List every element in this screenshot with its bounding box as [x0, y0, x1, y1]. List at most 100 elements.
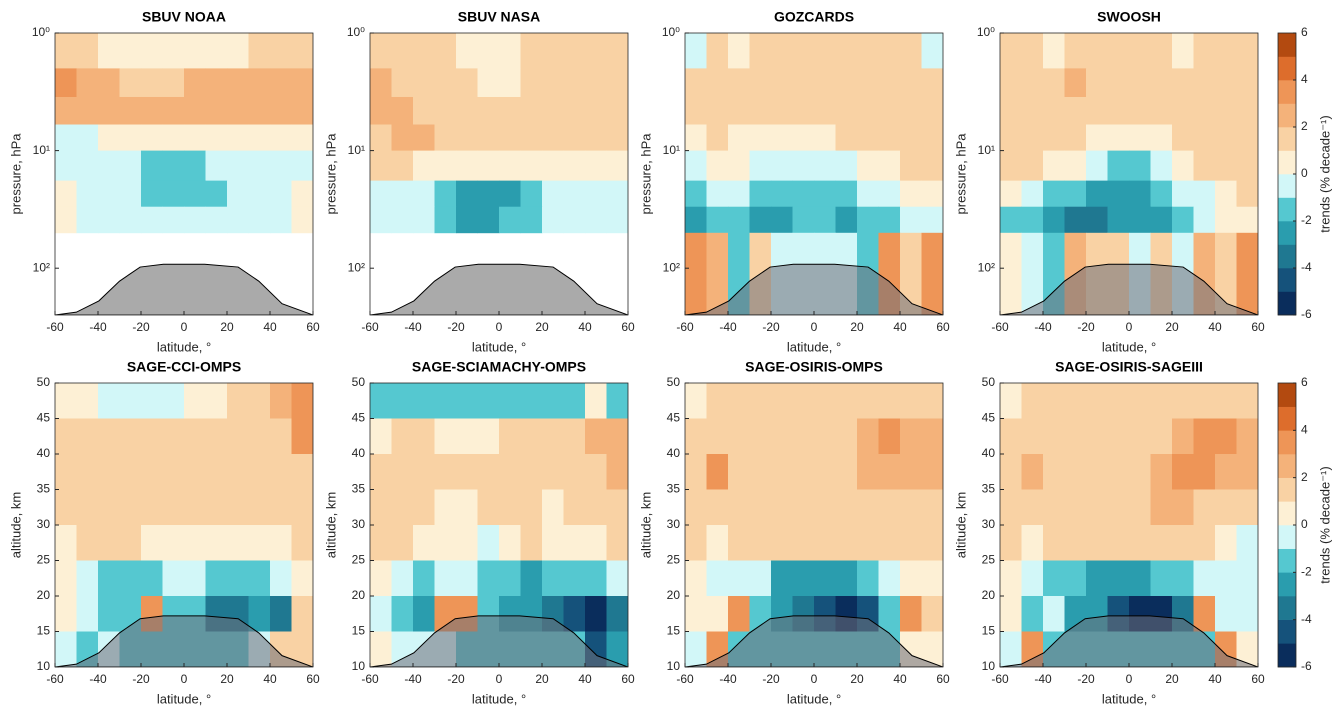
- y-tick-label: 30: [352, 517, 366, 531]
- cell: [585, 560, 607, 597]
- cell: [520, 124, 543, 152]
- cell: [184, 96, 206, 125]
- plot-area: [1000, 383, 1258, 667]
- cell: [878, 124, 901, 152]
- cell: [792, 150, 815, 182]
- cell: [900, 180, 922, 208]
- cell: [1107, 525, 1130, 561]
- cell: [55, 68, 77, 98]
- cell: [857, 150, 879, 182]
- cell: [1064, 33, 1087, 69]
- cell: [814, 150, 836, 182]
- x-axis-label: latitude, °: [787, 691, 841, 706]
- cell: [55, 383, 77, 419]
- cell: [434, 150, 457, 182]
- cell: [205, 68, 228, 98]
- cell: [814, 180, 836, 208]
- cell: [119, 68, 142, 98]
- cell: [878, 180, 901, 208]
- cell: [370, 596, 392, 632]
- cell: [563, 180, 586, 208]
- x-tick-label: 60: [621, 672, 635, 686]
- colorbar-tick-label: -6: [1301, 307, 1312, 321]
- cell: [835, 96, 858, 125]
- cell: [921, 489, 943, 526]
- cell: [606, 206, 628, 234]
- cell: [1193, 96, 1216, 125]
- cell: [227, 33, 249, 69]
- cell: [477, 418, 500, 455]
- cell: [477, 124, 500, 152]
- cell: [1000, 383, 1022, 419]
- tropopause: [55, 263, 313, 315]
- cell: [1021, 124, 1044, 152]
- cell: [413, 418, 435, 455]
- cell: [606, 33, 628, 69]
- cell: [1193, 525, 1216, 561]
- x-tick-label: -20: [132, 320, 150, 334]
- cell: [685, 418, 707, 455]
- cell: [184, 124, 206, 152]
- cell: [520, 150, 543, 182]
- cell: [921, 124, 943, 152]
- cell: [606, 454, 628, 490]
- cell: [878, 206, 901, 234]
- cell: [205, 525, 228, 561]
- cell: [1021, 596, 1044, 632]
- x-tick-label: -40: [89, 320, 107, 334]
- cell: [1086, 489, 1108, 526]
- cell: [878, 560, 901, 597]
- cell: [291, 383, 313, 419]
- x-tick-label: 40: [578, 672, 592, 686]
- y-tick-label: 10⁰: [662, 25, 680, 39]
- x-tick-label: -60: [676, 320, 694, 334]
- cell: [413, 150, 435, 182]
- cell: [370, 96, 392, 125]
- cell: [706, 560, 729, 597]
- y-tick-label: 10: [667, 659, 681, 673]
- cell: [606, 68, 628, 98]
- cell: [76, 150, 99, 182]
- cell: [248, 68, 271, 98]
- cell: [456, 454, 478, 490]
- cell: [1107, 489, 1130, 526]
- cell: [1236, 96, 1258, 125]
- cell: [205, 180, 228, 208]
- cell: [728, 206, 750, 234]
- colorbar-swatch: [1278, 80, 1296, 104]
- cell: [55, 180, 77, 208]
- cell: [585, 489, 607, 526]
- cell: [1064, 454, 1087, 490]
- cell: [728, 124, 750, 152]
- cell: [205, 454, 228, 490]
- cell: [499, 489, 521, 526]
- cell: [291, 596, 313, 632]
- y-tick-label: 40: [352, 446, 366, 460]
- cell: [563, 560, 586, 597]
- cell: [706, 232, 729, 315]
- cell: [1172, 454, 1194, 490]
- cell: [685, 454, 707, 490]
- cell: [1215, 150, 1237, 182]
- cell: [291, 68, 313, 98]
- cell: [585, 180, 607, 208]
- colorbar-swatch: [1278, 406, 1296, 431]
- tropopause: [685, 263, 943, 315]
- cell: [1064, 383, 1087, 419]
- cell: [434, 180, 457, 208]
- cell: [1000, 489, 1022, 526]
- cell: [119, 525, 142, 561]
- cell: [76, 560, 99, 597]
- cell: [685, 489, 707, 526]
- cell: [814, 206, 836, 234]
- y-tick-label: 40: [667, 446, 681, 460]
- colorbar-swatch: [1278, 619, 1296, 644]
- colorbar-tick-label: -2: [1301, 213, 1312, 227]
- cell: [227, 525, 249, 561]
- cell: [1129, 489, 1151, 526]
- cell: [771, 206, 793, 234]
- cell: [227, 418, 249, 455]
- cell: [1107, 96, 1130, 125]
- cell: [1172, 489, 1194, 526]
- cell: [749, 454, 772, 490]
